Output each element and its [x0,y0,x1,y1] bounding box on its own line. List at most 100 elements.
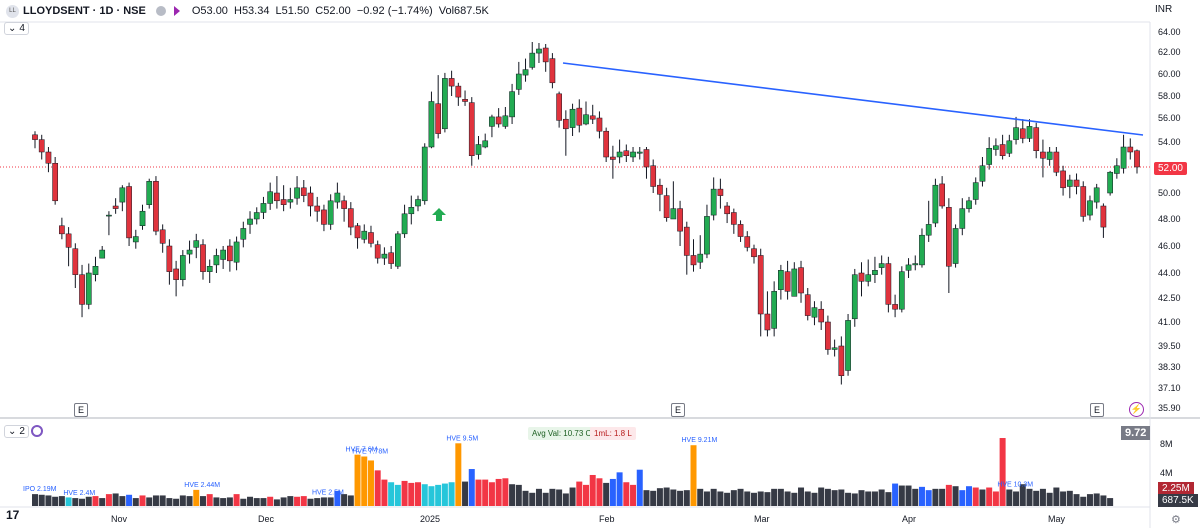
indicator-toggle[interactable]: ⌄ 4 [4,22,29,35]
candle-body [65,233,72,248]
candle-body [220,249,226,260]
volume-bar [1060,491,1067,506]
volume-bar [206,494,213,506]
volume-bar [730,490,737,506]
candle-body [200,244,206,272]
volume-tick-label: 8M [1160,439,1173,449]
volume-bar [603,482,610,506]
volume-bar [139,495,146,506]
candle-body [334,192,341,203]
volume-bar [656,488,663,506]
volume-bar [630,484,637,506]
volume-bar [105,494,112,506]
volume-bar [233,494,240,506]
chevron-down-icon: ⌄ [8,426,17,437]
volume-bar [462,481,469,506]
candle-body [475,144,482,155]
volume-bar [811,492,818,506]
flag-icon[interactable] [173,6,180,16]
volume-bar [334,490,341,506]
volume-bar [1006,489,1013,506]
volume-bar [932,488,939,506]
lightning-icon[interactable]: ⚡ [1129,402,1144,417]
price-tick-label: 62.00 [1158,47,1181,57]
candle-body [1066,179,1073,187]
candle-body [1120,146,1127,169]
indicator-count: 4 [19,23,25,34]
volume-bar [737,488,744,506]
volume-bar [179,495,186,506]
candle-body [260,203,267,213]
candle-body [233,241,240,263]
candle-body [589,115,596,120]
candle-body [287,199,294,203]
volume-bar [1026,488,1033,506]
volume-bar [878,489,885,506]
volume-bar [475,479,482,506]
candle-body [1019,128,1026,139]
settings-gear-icon[interactable]: ⚙ [1171,514,1181,526]
earnings-marker[interactable]: E [74,403,88,417]
time-tick-label: Mar [754,514,770,524]
candle-body [825,321,831,350]
volume-bar [1053,487,1060,506]
volume-bar [972,487,979,506]
candle-body [556,93,562,121]
candle-body [119,187,126,203]
candle-body [1060,170,1066,189]
volume-bar [314,498,321,506]
candle-body [872,270,878,275]
volume-bar [569,487,576,506]
candle-body [495,116,502,125]
ohlc-readout: O53.00 H53.34 L51.50 C52.00 −0.92 (−1.74… [192,5,492,17]
candle-body [482,140,489,148]
candle-body [59,225,65,235]
volume-bar [448,482,455,506]
candle-body [946,207,952,267]
price-tick-label: 54.00 [1158,137,1181,147]
volume-bar [616,472,623,506]
candle-body [690,255,697,266]
candle-body [52,163,59,202]
volume-bar [132,498,139,506]
tradingview-logo[interactable]: 17 [6,508,20,522]
price-tick-label: 48.00 [1158,214,1181,224]
refresh-icon[interactable] [31,425,43,437]
volume-bar [945,484,952,506]
volume-bar [744,491,751,506]
volume-bar [502,478,509,506]
time-tick-label: Apr [902,514,916,524]
price-tick-label: 50.00 [1158,188,1181,198]
candle-body [999,144,1006,156]
volume-bar [99,498,106,506]
earnings-marker[interactable]: E [1090,403,1104,417]
volume-bar [992,491,999,506]
earnings-label: E [674,405,681,415]
time-tick-label: Feb [599,514,615,524]
volume-bar [72,498,79,506]
candle-body [905,264,912,271]
volume-bar [542,492,549,506]
volume-bar [1093,493,1100,506]
symbol-title[interactable]: LLOYDSENT · 1D · NSE [23,5,146,17]
volume-bar [1013,491,1020,506]
volume-bar [428,486,435,506]
currency-label[interactable]: INR [1155,4,1173,15]
candle-body [771,291,777,329]
candle-body [45,151,52,164]
candle-body [757,255,764,315]
volume-bar [38,494,45,506]
volume-bar [858,490,865,506]
trend-line [562,62,1144,136]
volume-bar [65,497,72,506]
candle-body [717,188,724,196]
earnings-label: E [77,405,84,415]
volume-indicator-toggle[interactable]: ⌄ 2 [4,425,29,438]
candle-body [153,181,159,232]
volume-bar [583,484,589,506]
earnings-marker[interactable]: E [671,403,685,417]
candle-body [468,102,475,156]
price-tick-label: 37.10 [1158,383,1181,393]
hve-label: HVE 7.78M [352,449,388,456]
